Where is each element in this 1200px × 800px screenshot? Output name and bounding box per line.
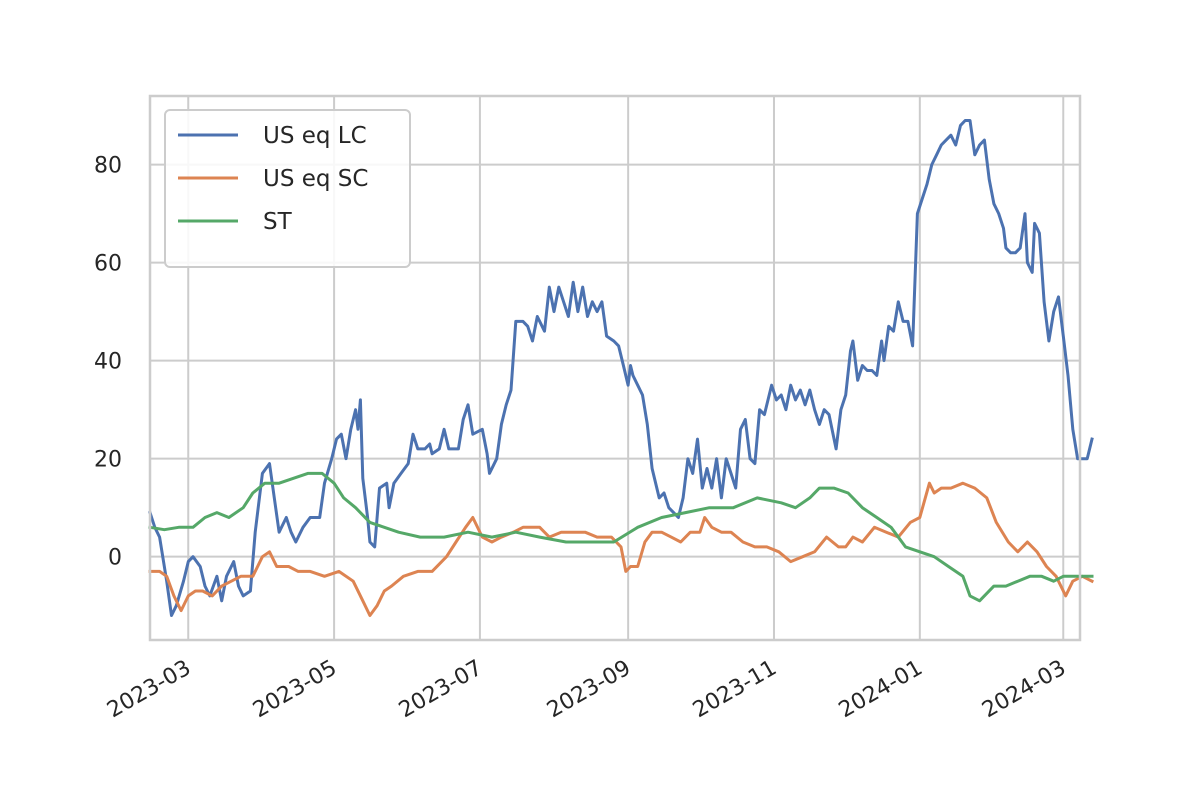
x-tick-label: 2023-03 (103, 656, 195, 724)
x-tick-label: 2023-07 (395, 656, 487, 724)
legend-box (164, 109, 411, 268)
x-tick-label: 2024-03 (978, 656, 1070, 724)
plot-frame (148, 94, 1082, 642)
y-tick-label: 80 (94, 154, 122, 179)
y-tick-label: 40 (94, 350, 122, 375)
y-tick-label: 0 (108, 546, 122, 571)
series-line-2 (148, 471, 1094, 603)
legend: US eq LC US eq SC ST (164, 109, 411, 268)
series-line-0 (148, 119, 1094, 617)
series-lines (148, 119, 1095, 617)
legend-label: US eq SC (263, 166, 368, 192)
x-tick-label: 2023-11 (689, 656, 781, 724)
x-tick-label: 2023-09 (543, 656, 635, 724)
legend-label: US eq LC (263, 123, 367, 149)
y-tick-label: 20 (94, 448, 122, 473)
x-tick-label: 2024-01 (835, 656, 927, 724)
y-tick-label: 60 (94, 252, 122, 277)
x-tick-label: 2023-05 (249, 656, 341, 724)
legend-label: ST (263, 209, 293, 235)
series-line-1 (148, 481, 1095, 617)
